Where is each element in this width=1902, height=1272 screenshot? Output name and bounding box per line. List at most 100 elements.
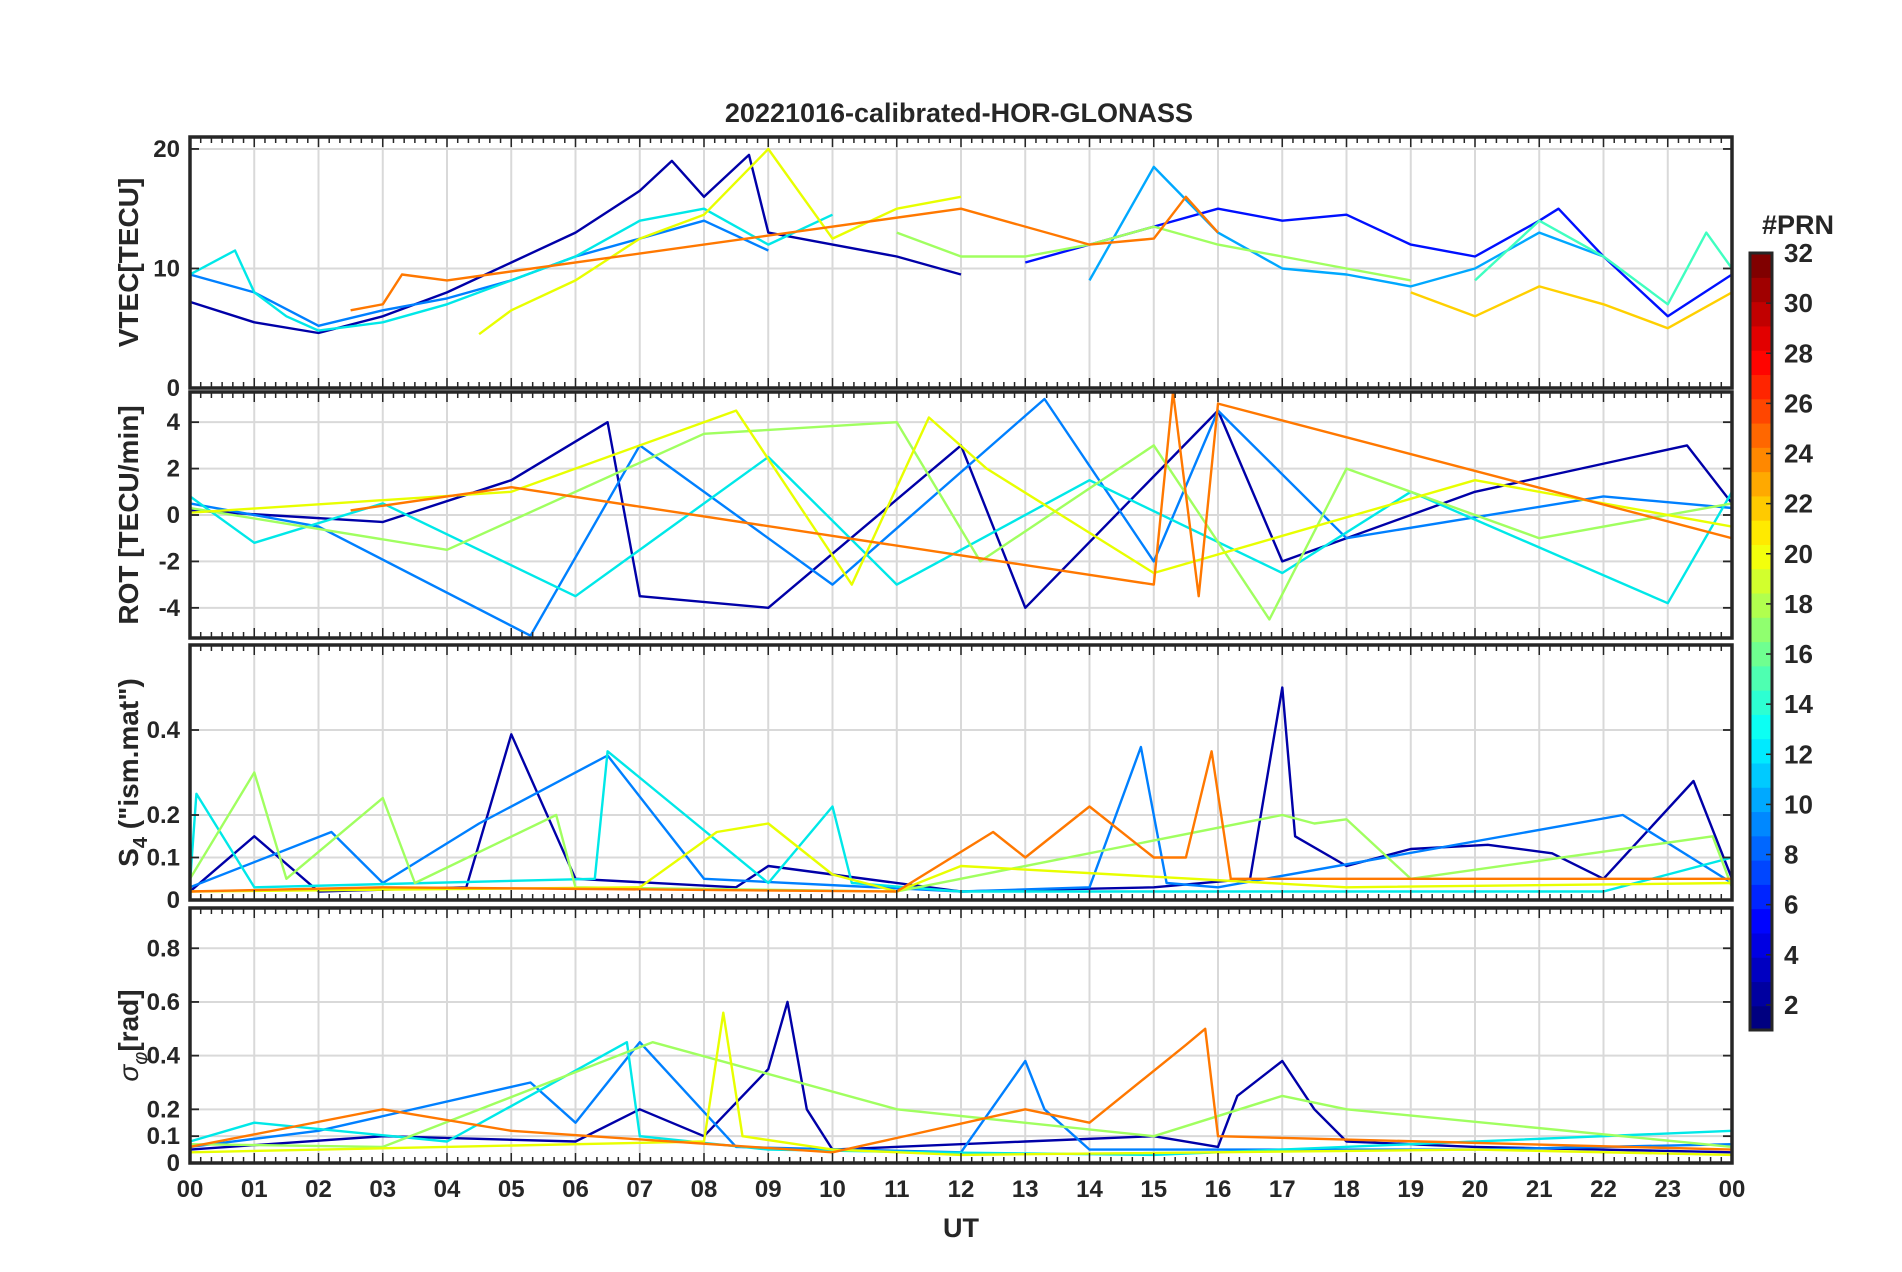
series-line-prn-23	[350, 195, 1219, 312]
x-tick-label: 15	[1140, 1176, 1167, 1203]
colorbar-segment	[1750, 325, 1772, 351]
x-tick-label: 03	[369, 1176, 396, 1203]
colorbar-segment	[1750, 860, 1772, 885]
y-tick-label: 10	[153, 255, 180, 282]
series-line-prn-19	[190, 409, 1732, 586]
colorbar-tick-label: 6	[1784, 890, 1798, 920]
colorbar-tick-label: 8	[1784, 840, 1798, 870]
colorbar-segment	[1750, 738, 1772, 764]
y-tick-label: 0.4	[147, 1043, 181, 1070]
series-line-prn-21	[1410, 285, 1732, 330]
colorbar-frame	[1748, 251, 1774, 1032]
series-line-prn-1	[190, 1000, 1732, 1154]
panel-rot: -4 -2 0 2 4 ROT [TECU/min]	[113, 390, 1734, 640]
series-line-prn-23	[190, 1027, 1732, 1154]
series-line-prn-17	[896, 225, 1412, 282]
series-group	[190, 1000, 1732, 1157]
x-tick-label: 17	[1269, 1176, 1296, 1203]
colorbar-tick-label: 16	[1784, 639, 1813, 669]
series-line-prn-13	[190, 750, 1732, 893]
colorbar-segment	[1750, 884, 1772, 910]
colorbar-segment	[1750, 908, 1772, 934]
series-group	[190, 392, 1732, 637]
x-tick-label: 07	[626, 1176, 653, 1203]
colorbar-tick-label: 4	[1784, 940, 1799, 970]
x-tick-label: 20	[1462, 1176, 1489, 1203]
colorbar-tick-label: 32	[1784, 238, 1813, 268]
series-line-prn-19	[190, 1011, 1732, 1157]
series-line-prn-23	[190, 750, 1732, 893]
figure-title: 20221016-calibrated-HOR-GLONASS	[725, 98, 1193, 128]
colorbar-segment	[1750, 762, 1772, 788]
axes-frame	[188, 643, 1734, 902]
axes-frame	[188, 135, 1734, 390]
colorbar-segment	[1750, 981, 1772, 1007]
colorbar-tick-label: 28	[1784, 338, 1813, 368]
colorbar-tick-label: 18	[1784, 589, 1813, 619]
y-axis-label: σφ[rad]	[113, 989, 152, 1081]
colorbar-segment	[1750, 641, 1772, 667]
colorbar-segment	[1750, 471, 1772, 497]
colorbar-tick-label: 14	[1784, 689, 1813, 719]
x-tick-label: 10	[819, 1176, 846, 1203]
colorbar-tick-label: 24	[1784, 439, 1813, 469]
axes-frame	[188, 390, 1734, 640]
colorbar-segment	[1750, 398, 1772, 424]
y-tick-label: 2	[167, 456, 180, 483]
series-line-prn-23	[350, 392, 1732, 598]
colorbar-segment	[1750, 811, 1772, 837]
colorbar-tick-label: 22	[1784, 489, 1813, 519]
y-tick-label: 0.2	[147, 1096, 180, 1123]
x-tick-label: 00	[1719, 1176, 1746, 1203]
x-axis-label: UT	[943, 1213, 979, 1243]
x-tick-label: 08	[691, 1176, 718, 1203]
colorbar-tick-label: 30	[1784, 288, 1813, 318]
y-axis-label: VTEC[TECU]	[113, 178, 144, 348]
series-line-prn-17	[190, 1040, 1732, 1149]
x-tick-label: 19	[1397, 1176, 1424, 1203]
series-line-prn-10	[1088, 165, 1604, 288]
series-line-prn-13	[190, 207, 834, 332]
colorbar-segment	[1750, 714, 1772, 740]
y-tick-label: 4	[167, 409, 181, 436]
series-line-prn-1	[190, 686, 1732, 893]
y-tick-label: 0.8	[147, 935, 180, 962]
series-line-prn-15	[1474, 219, 1732, 306]
x-tick-label: 01	[241, 1176, 268, 1203]
x-tick-label: 09	[755, 1176, 782, 1203]
panel-vtec: 0 10 20 VTEC[TECU]	[113, 135, 1734, 402]
y-tick-label: 0.6	[147, 989, 180, 1016]
x-tick-label: 04	[434, 1176, 461, 1203]
colorbar-tick-label: 10	[1784, 789, 1813, 819]
x-tick-label: 11	[884, 1176, 909, 1203]
x-tick-label: 13	[1012, 1176, 1039, 1203]
colorbar-tick-label: 2	[1784, 990, 1798, 1020]
axes-frame	[188, 906, 1734, 1165]
series-line-prn-13	[190, 455, 1732, 605]
y-tick-label: 20	[153, 136, 180, 163]
y-tick-label: 0	[167, 375, 180, 402]
colorbar-segment	[1750, 617, 1772, 643]
y-tick-label: -4	[159, 595, 181, 622]
colorbar-segment	[1750, 787, 1772, 813]
colorbar-tick-label: 26	[1784, 388, 1813, 418]
y-tick-label: 0.1	[147, 1123, 180, 1150]
colorbar-segment	[1750, 447, 1772, 473]
y-axis-label: ROT [TECU/min]	[113, 405, 144, 624]
colorbar-segment	[1750, 277, 1772, 303]
x-tick-label: 00	[177, 1176, 204, 1203]
series-line-prn-17	[190, 421, 1732, 621]
colorbar-title: #PRN	[1762, 210, 1834, 240]
colorbar-segment	[1750, 350, 1772, 376]
series-line-prn-19	[190, 822, 1732, 893]
colorbar-tick-label: 20	[1784, 539, 1813, 569]
colorbar-segment	[1750, 422, 1772, 448]
series-line-prn-19	[478, 147, 962, 336]
colorbar-segment	[1750, 544, 1772, 570]
colorbar-segment	[1750, 568, 1772, 594]
x-tick-label: 23	[1654, 1176, 1681, 1203]
colorbar-segment	[1750, 253, 1772, 278]
x-tick-label: 18	[1333, 1176, 1360, 1203]
